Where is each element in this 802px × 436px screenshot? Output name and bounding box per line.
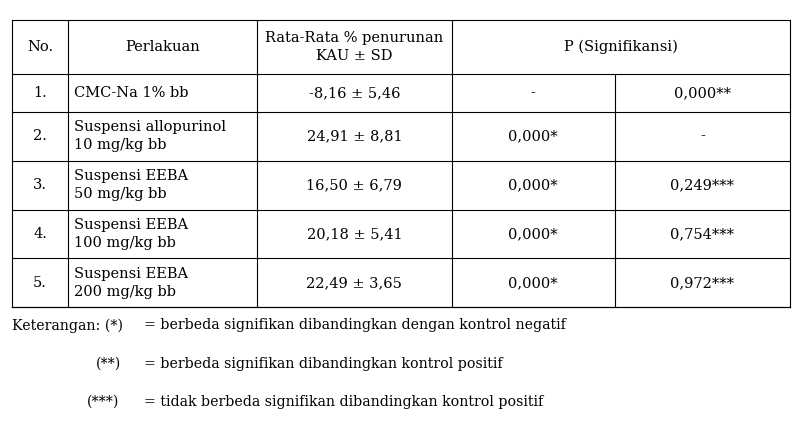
Text: P (Signifikansi): P (Signifikansi) (564, 40, 678, 54)
Text: (**): (**) (96, 357, 121, 371)
Text: 0,000**: 0,000** (674, 86, 731, 100)
Text: No.: No. (27, 40, 53, 54)
Text: -: - (700, 129, 705, 143)
Text: = tidak berbeda signifikan dibandingkan kontrol positif: = tidak berbeda signifikan dibandingkan … (144, 395, 544, 409)
Text: 0,000*: 0,000* (508, 276, 558, 290)
Text: Suspensi EEBA
200 mg/kg bb: Suspensi EEBA 200 mg/kg bb (75, 267, 188, 299)
Text: 0,000*: 0,000* (508, 227, 558, 241)
Text: 0,000*: 0,000* (508, 129, 558, 143)
Text: 1.: 1. (33, 86, 47, 100)
Text: Suspensi EEBA
100 mg/kg bb: Suspensi EEBA 100 mg/kg bb (75, 218, 188, 250)
Text: 22,49 ± 3,65: 22,49 ± 3,65 (306, 276, 403, 290)
Text: 4.: 4. (33, 227, 47, 241)
Text: Rata-Rata % penurunan
KAU ± SD: Rata-Rata % penurunan KAU ± SD (265, 31, 444, 63)
Text: 0,754***: 0,754*** (670, 227, 735, 241)
Text: 16,50 ± 6,79: 16,50 ± 6,79 (306, 178, 403, 192)
Text: Keterangan: (*): Keterangan: (*) (12, 318, 123, 333)
Text: = berbeda signifikan dibandingkan dengan kontrol negatif: = berbeda signifikan dibandingkan dengan… (144, 318, 566, 332)
Text: 20,18 ± 5,41: 20,18 ± 5,41 (306, 227, 402, 241)
Text: Suspensi allopurinol
10 mg/kg bb: Suspensi allopurinol 10 mg/kg bb (75, 120, 226, 152)
Text: 0,972***: 0,972*** (670, 276, 735, 290)
Text: 5.: 5. (33, 276, 47, 290)
Text: -8,16 ± 5,46: -8,16 ± 5,46 (309, 86, 400, 100)
Text: = berbeda signifikan dibandingkan kontrol positif: = berbeda signifikan dibandingkan kontro… (144, 357, 503, 371)
Text: 2.: 2. (33, 129, 47, 143)
Text: Perlakuan: Perlakuan (125, 40, 200, 54)
Text: 0,000*: 0,000* (508, 178, 558, 192)
Text: 0,249***: 0,249*** (670, 178, 735, 192)
Text: 3.: 3. (33, 178, 47, 192)
Text: (***): (***) (87, 395, 119, 409)
Text: 24,91 ± 8,81: 24,91 ± 8,81 (306, 129, 402, 143)
Text: Suspensi EEBA
50 mg/kg bb: Suspensi EEBA 50 mg/kg bb (75, 169, 188, 201)
Text: CMC-Na 1% bb: CMC-Na 1% bb (75, 86, 189, 100)
Text: -: - (531, 86, 536, 100)
